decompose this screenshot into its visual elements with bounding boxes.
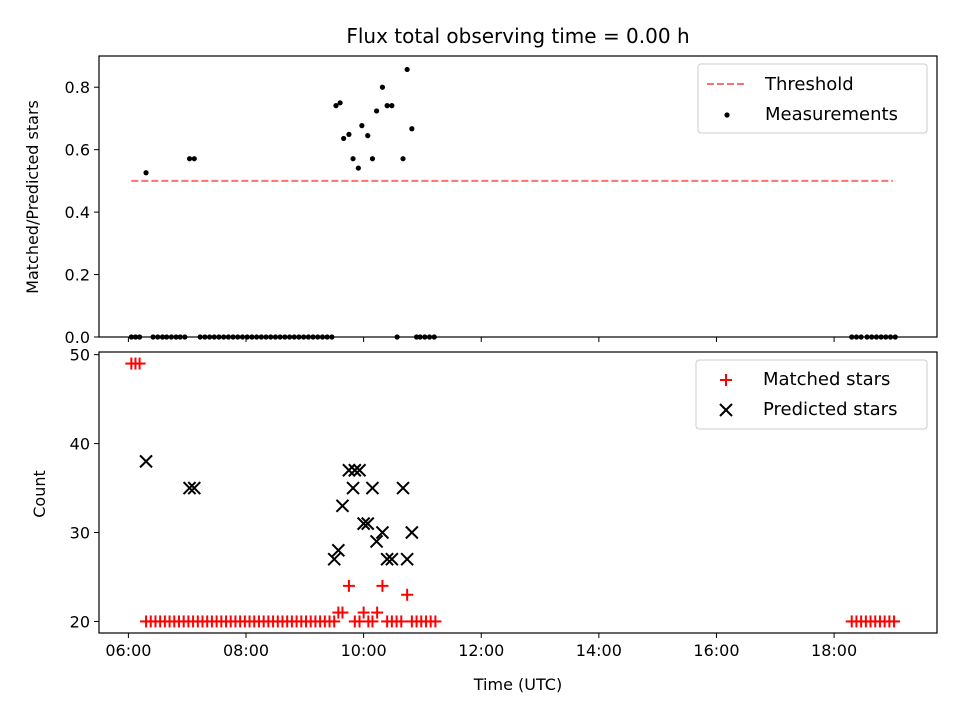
top-legend: Threshold Measurements (697, 63, 928, 134)
x-tick-label: 18:00 (811, 641, 857, 660)
predicted-stars-point (182, 481, 197, 495)
bottom-legend-frame (695, 359, 928, 430)
matched-stars-point (342, 579, 355, 592)
predicted-stars-point (375, 525, 390, 540)
y-tick-label: 20 (70, 612, 90, 631)
top-y-axis-label: Matched/Predicted stars (23, 100, 42, 294)
predicted-stars-point (385, 552, 399, 566)
x-tick-label: 08:00 (223, 641, 269, 660)
measurement-point (409, 126, 415, 132)
legend-predicted-label: Predicted stars (763, 399, 897, 420)
y-tick-label: 0.8 (65, 78, 90, 97)
bottom-panel: 20 30 40 50 06:00 08:00 10:00 12:00 14:00 16:00 1… (30, 346, 938, 694)
predicted-stars-point (396, 481, 410, 495)
y-tick-label: 30 (70, 524, 90, 543)
predicted-stars-point (400, 552, 414, 566)
legend-measurements-swatch (724, 112, 730, 118)
y-tick-label: 0.6 (65, 141, 90, 160)
predicted-stars-point (352, 463, 367, 477)
measurement-point (337, 100, 343, 106)
matched-stars-point (888, 615, 901, 628)
legend-predicted-swatch (719, 403, 733, 417)
x-tick-label: 06:00 (105, 641, 151, 660)
measurement-point (355, 165, 361, 171)
measurement-point (400, 156, 406, 162)
predicted-stars-point (369, 534, 384, 549)
bottom-y-ticks: 20 30 40 50 (70, 346, 99, 631)
x-tick-label: 16:00 (693, 641, 739, 660)
bottom-data-layer (125, 357, 901, 628)
legend-measurements-label: Measurements (765, 104, 898, 125)
y-tick-label: 0.4 (65, 203, 90, 222)
predicted-stars-point (365, 481, 380, 495)
predicted-stars-point (331, 543, 346, 558)
predicted-stars-point (348, 463, 362, 477)
legend-matched-label: Matched stars (763, 369, 890, 390)
top-y-ticks: 0.0 0.2 0.4 0.6 0.8 (65, 78, 99, 347)
top-plot-frame (98, 55, 938, 338)
y-tick-label: 40 (70, 435, 90, 454)
measurement-point (143, 170, 149, 176)
legend-matched-swatch (720, 374, 732, 386)
matched-stars-point (429, 615, 442, 628)
matched-stars-point (328, 615, 341, 628)
measurement-point (359, 123, 365, 129)
measurement-point (384, 103, 390, 109)
measurement-point (350, 156, 356, 162)
predicted-stars-point (342, 463, 356, 477)
y-tick-label: 0.2 (65, 266, 90, 285)
y-tick-label: 0.0 (65, 328, 90, 347)
matched-stars-point (357, 606, 370, 619)
measurement-point (389, 103, 395, 109)
bottom-x-ticks: 06:00 08:00 10:00 12:00 14:00 16:00 18:00 (105, 633, 857, 660)
bottom-legend: Matched stars Predicted stars (695, 359, 928, 430)
chart-title: Flux total observing time = 0.00 h (346, 24, 689, 48)
measurement-point (346, 131, 352, 137)
measurement-point (191, 156, 197, 162)
measurement-point (186, 156, 193, 162)
bottom-plot-frame (98, 351, 938, 634)
matched-stars-point (376, 579, 389, 592)
legend-threshold-label: Threshold (764, 74, 854, 95)
x-tick-label: 10:00 (341, 641, 387, 660)
matched-stars-point (366, 615, 379, 628)
measurement-point (369, 156, 376, 162)
matched-stars-point (371, 606, 384, 619)
predicted-stars-point (187, 481, 201, 495)
measurement-point (365, 133, 371, 139)
x-tick-label: 14:00 (576, 641, 622, 660)
measurement-point (373, 108, 380, 114)
top-legend-frame (697, 63, 928, 134)
predicted-stars-point (327, 552, 341, 566)
measurement-point (379, 84, 386, 90)
measurement-point (341, 135, 347, 142)
predicted-stars-point (356, 516, 371, 531)
matched-stars-point (133, 357, 146, 370)
y-tick-label: 50 (70, 346, 90, 365)
predicted-stars-point (361, 516, 375, 531)
measurement-point (404, 66, 410, 73)
top-x-ticks (127, 337, 835, 342)
top-panel: 0.00.20.40.60.8 Matched/Predicted stars … (23, 55, 938, 347)
predicted-stars-point (139, 454, 153, 469)
predicted-stars-point (405, 525, 419, 540)
matched-stars-point (395, 615, 408, 628)
predicted-stars-point (335, 499, 350, 513)
x-tick-label: 12:00 (458, 641, 504, 660)
predicted-stars-point (380, 552, 394, 566)
bottom-x-axis-label: Time (UTC) (473, 675, 562, 694)
matched-stars-point (401, 588, 414, 601)
matched-stars-point (336, 606, 349, 619)
measurement-point (333, 103, 339, 109)
predicted-stars-point (346, 481, 360, 495)
bottom-y-axis-label: Count (30, 470, 49, 518)
